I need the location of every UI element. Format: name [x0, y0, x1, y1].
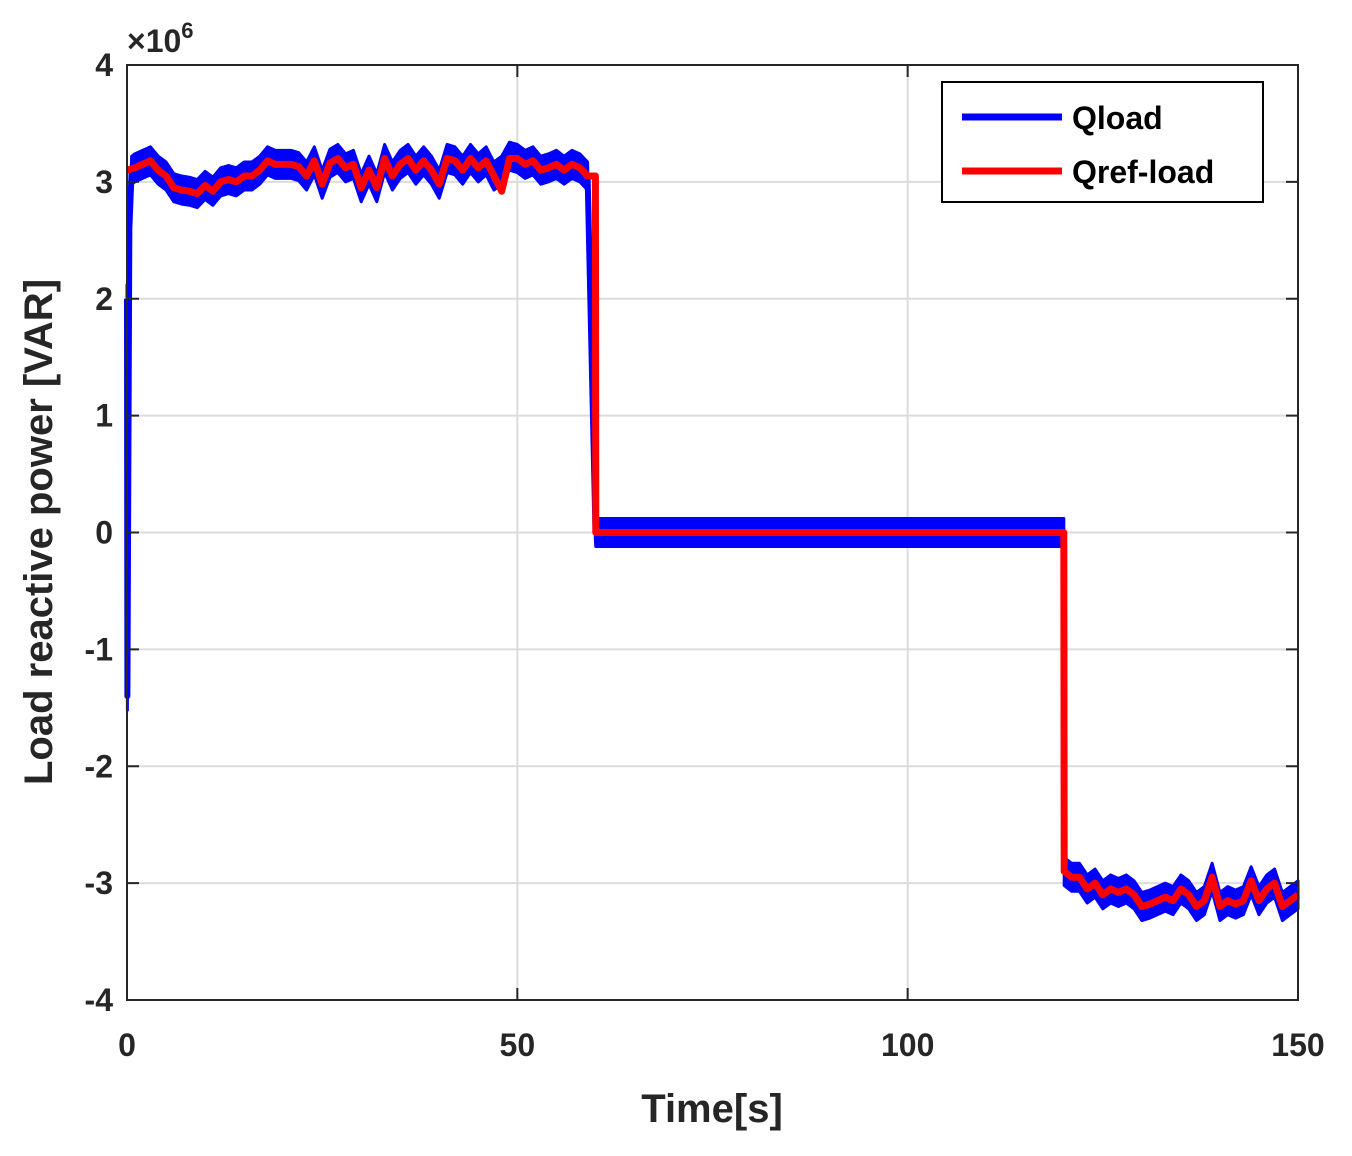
- y-tick-label: -3: [85, 865, 113, 901]
- x-tick-label: 0: [118, 1027, 136, 1063]
- y-tick-label: 0: [95, 515, 113, 551]
- ticks: 0 50 100 150 -4 -3 -2 -1 0 1 2 3 4: [85, 47, 1325, 1063]
- legend-label-qload: Qload: [1072, 100, 1163, 136]
- x-axis-title: Time[s]: [641, 1087, 783, 1131]
- legend-label-qref-load: Qref-load: [1072, 154, 1214, 190]
- legend-box: [941, 81, 1264, 203]
- y-tick-label: 4: [95, 47, 113, 83]
- x-tick-label: 150: [1271, 1027, 1324, 1063]
- y-exponent-label: ×106: [127, 18, 194, 59]
- y-tick-label: 3: [95, 164, 113, 200]
- series-qref-load: [125, 155, 1301, 910]
- y-tick-label: -4: [85, 982, 114, 1018]
- y-tick-label: 1: [95, 398, 113, 434]
- y-tick-label: -1: [85, 631, 113, 667]
- legend: Qload Qref-load: [941, 81, 1264, 203]
- grid: [127, 65, 1298, 1000]
- series-line-qref-load: [125, 155, 1301, 910]
- y-tick-label: 2: [95, 281, 113, 317]
- x-tick-label: 50: [500, 1027, 536, 1063]
- x-tick-label: 100: [881, 1027, 934, 1063]
- y-tick-label: -2: [85, 748, 113, 784]
- y-axis-title: Load reactive power [VAR]: [17, 279, 61, 785]
